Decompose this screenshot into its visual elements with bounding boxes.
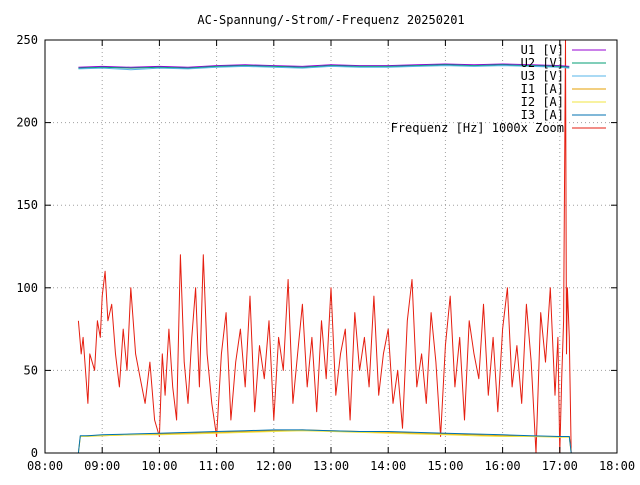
legend-label: I3 [A] — [521, 108, 564, 122]
series-line-u2-v — [78, 64, 570, 69]
x-tick-label: 12:00 — [256, 459, 292, 473]
x-tick-label: 11:00 — [199, 459, 235, 473]
y-tick-label: 100 — [16, 281, 38, 295]
x-tick-label: 18:00 — [599, 459, 635, 473]
x-tick-label: 16:00 — [485, 459, 521, 473]
legend-label: U2 [V] — [521, 56, 564, 70]
y-tick-label: 50 — [24, 363, 38, 377]
legend-label: U3 [V] — [521, 69, 564, 83]
series-line-u3-v — [78, 65, 570, 71]
series-layer — [77, 39, 572, 454]
series-line-i3-a — [77, 429, 572, 454]
y-tick-label: 150 — [16, 198, 38, 212]
x-tick-label: 13:00 — [313, 459, 349, 473]
x-tick-label: 14:00 — [370, 459, 406, 473]
x-tick-label: 15:00 — [427, 459, 463, 473]
legend-label: Frequenz [Hz] 1000x Zoom — [391, 121, 564, 135]
legend-label: U1 [V] — [521, 43, 564, 57]
chart-title: AC-Spannung/-Strom/-Frequenz 20250201 — [197, 13, 464, 27]
x-tick-label: 08:00 — [27, 459, 63, 473]
y-tick-label: 200 — [16, 116, 38, 130]
series-line-u1-v — [78, 63, 570, 68]
legend-label: I2 [A] — [521, 95, 564, 109]
x-tick-label: 17:00 — [542, 459, 578, 473]
axes: 0 50 100 150 200 250 08:00 09:00 10:00 11:00 12:00… — [16, 33, 635, 473]
legend-label: I1 [A] — [521, 82, 564, 96]
series-line-frequenz-hz-1000x-zoom — [77, 39, 572, 454]
series-line-i2-a — [77, 430, 572, 454]
x-tick-label: 10:00 — [141, 459, 177, 473]
y-tick-label: 250 — [16, 33, 38, 47]
x-tick-label: 09:00 — [84, 459, 120, 473]
legend: U1 [V]U2 [V]U3 [V]I1 [A]I2 [A]I3 [A]Freq… — [391, 43, 606, 135]
y-tick-label: 0 — [31, 446, 38, 460]
